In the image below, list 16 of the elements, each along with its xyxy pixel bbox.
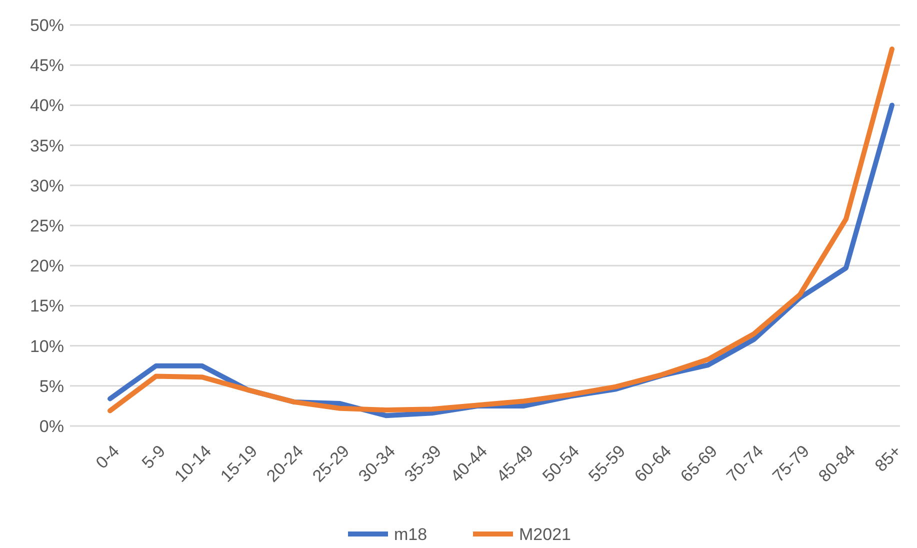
x-tick-label: 0-4: [92, 442, 124, 472]
y-tick-label: 5%: [39, 376, 64, 396]
y-tick-label: 0%: [39, 416, 64, 436]
legend-label: m18: [394, 525, 428, 544]
y-tick-label: 35%: [30, 136, 64, 156]
y-tick-label: 30%: [30, 176, 64, 196]
x-tick-label: 85+: [871, 442, 906, 476]
y-tick-label: 40%: [30, 96, 64, 116]
y-tick-label: 15%: [30, 296, 64, 316]
y-tick-label: 20%: [30, 256, 64, 276]
legend-label: M2021: [519, 525, 571, 544]
y-tick-label: 50%: [30, 16, 64, 35]
y-tick-label: 10%: [30, 336, 64, 356]
y-tick-label: 25%: [30, 216, 64, 236]
y-tick-label: 45%: [30, 56, 64, 76]
x-tick-label: 5-9: [138, 442, 170, 472]
